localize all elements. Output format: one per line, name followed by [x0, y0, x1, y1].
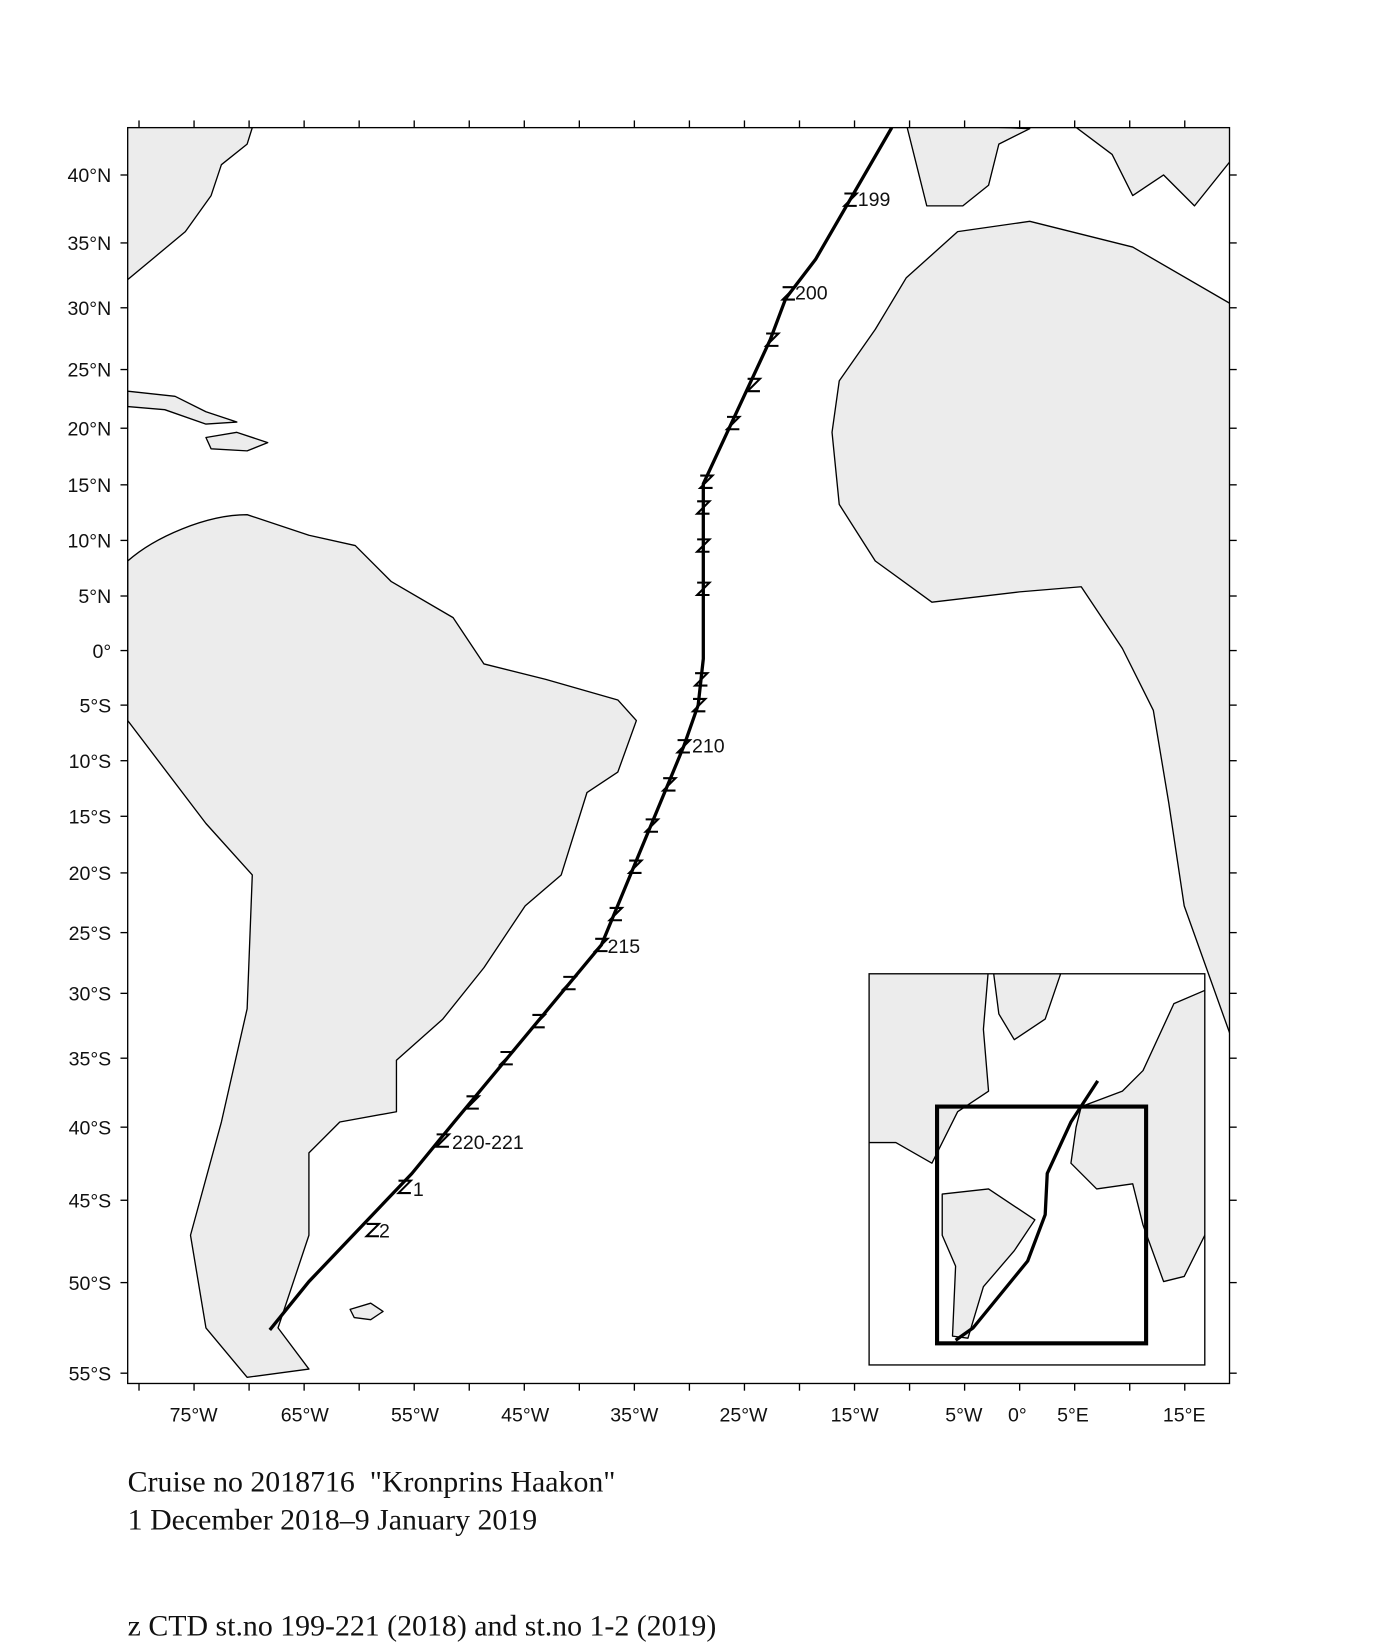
- station-mark: [745, 377, 763, 393]
- latitude-label: 15°N: [68, 475, 112, 497]
- station-mark: [763, 332, 781, 347]
- latitude-label: 45°S: [69, 1190, 112, 1212]
- station-mark: [364, 1222, 382, 1238]
- graticule-ticks: [120, 120, 1237, 1391]
- latitude-label: 5°N: [78, 586, 111, 608]
- caption-line: Cruise no 2018716 "Kronprins Haakon": [128, 1466, 616, 1499]
- station-mark: [497, 1050, 516, 1066]
- station-mark: [694, 500, 712, 515]
- latitude-label: 55°S: [69, 1363, 112, 1385]
- latitude-label: 40°N: [68, 165, 112, 187]
- latitude-label: 35°N: [68, 233, 112, 255]
- station-mark: [529, 1013, 548, 1029]
- station-marks: [364, 192, 860, 1238]
- latitude-label: 20°N: [68, 418, 112, 440]
- south-america: [127, 514, 638, 1378]
- station-mark: [396, 1179, 414, 1195]
- station-label: 220-221: [452, 1132, 524, 1154]
- cuba: [127, 390, 238, 425]
- longitude-label: 75°W: [170, 1405, 219, 1427]
- latitude-label: 5°S: [79, 695, 111, 717]
- latitude-label: 20°S: [69, 863, 112, 885]
- inset-frame: [868, 973, 1206, 1366]
- latitude-label: 40°S: [69, 1117, 112, 1139]
- africa: [831, 220, 1230, 1035]
- station-mark: [434, 1133, 452, 1148]
- latitude-label: 30°N: [68, 298, 112, 320]
- station-label: 210: [692, 735, 725, 757]
- station-label: 2: [379, 1220, 390, 1242]
- station-labels: 199 200 210 215 220-221 1 2: [379, 189, 890, 1242]
- longitude-label: 55°W: [391, 1405, 440, 1427]
- inset-north-america: [869, 973, 990, 1164]
- longitude-label: 0°: [1008, 1405, 1027, 1427]
- map-frame: [127, 126, 1231, 1385]
- station-mark: [690, 697, 708, 713]
- falklands: [349, 1302, 384, 1321]
- longitude-label: 15°W: [831, 1405, 880, 1427]
- inset-south-america: [941, 1188, 1036, 1339]
- station-mark: [626, 859, 645, 874]
- station-mark: [694, 581, 712, 597]
- latitude-label: 10°N: [68, 531, 112, 553]
- longitude-label: 45°W: [501, 1405, 550, 1427]
- latitude-label: 25°N: [68, 360, 112, 382]
- station-mark: [692, 672, 710, 687]
- inset-greenland: [993, 973, 1062, 1041]
- station-mark: [724, 415, 742, 431]
- longitude-label: 35°W: [610, 1405, 659, 1427]
- station-mark: [697, 474, 716, 489]
- inset-africa-eurasia: [1070, 989, 1205, 1283]
- longitude-label: 15°E: [1163, 1405, 1206, 1427]
- station-label: 1: [413, 1179, 424, 1201]
- latitude-label: 0°: [93, 641, 112, 663]
- caption-line: 1 December 2018–9 January 2019: [128, 1504, 537, 1537]
- longitude-label: 65°W: [281, 1405, 330, 1427]
- caption-legend: z CTD st.no 199-221 (2018) and st.no 1-2…: [128, 1610, 717, 1643]
- station-mark: [607, 906, 625, 922]
- latitude-label: 15°S: [69, 807, 112, 829]
- latitude-label: 25°S: [69, 923, 112, 945]
- station-mark: [560, 975, 579, 991]
- station-mark: [643, 818, 661, 833]
- latitude-labels: 40°N 35°N 30°N 25°N 20°N 15°N 10°N 5°N 0° 5°S 10°S…: [68, 165, 112, 1385]
- station-mark: [841, 192, 860, 207]
- station-label: 199: [858, 189, 891, 211]
- station-mark: [463, 1095, 482, 1110]
- inset-map: [868, 973, 1206, 1366]
- longitude-label: 25°W: [719, 1405, 768, 1427]
- latitude-label: 10°S: [69, 751, 112, 773]
- longitude-labels: 75°W 65°W 55°W 45°W 35°W 25°W 15°W 5°W 0° 5°E 15°E: [170, 1405, 1206, 1427]
- north-america: [127, 127, 253, 281]
- station-mark: [675, 739, 693, 754]
- iberia: [906, 127, 1031, 207]
- europe: [1075, 127, 1230, 207]
- station-mark: [592, 937, 611, 953]
- latitude-label: 50°S: [69, 1273, 112, 1295]
- station-label: 215: [608, 936, 641, 958]
- station-mark: [694, 538, 712, 553]
- hispaniola: [205, 431, 269, 452]
- station-mark: [660, 777, 678, 792]
- inset-track: [954, 1079, 1100, 1342]
- latitude-label: 35°S: [69, 1048, 112, 1070]
- station-label: 200: [795, 283, 828, 305]
- inset-extent-box: [935, 1104, 1149, 1346]
- longitude-label: 5°E: [1057, 1405, 1089, 1427]
- land-layer: [127, 127, 1230, 1378]
- latitude-label: 30°S: [69, 984, 112, 1006]
- longitude-label: 5°W: [945, 1405, 983, 1427]
- station-mark: [780, 286, 798, 301]
